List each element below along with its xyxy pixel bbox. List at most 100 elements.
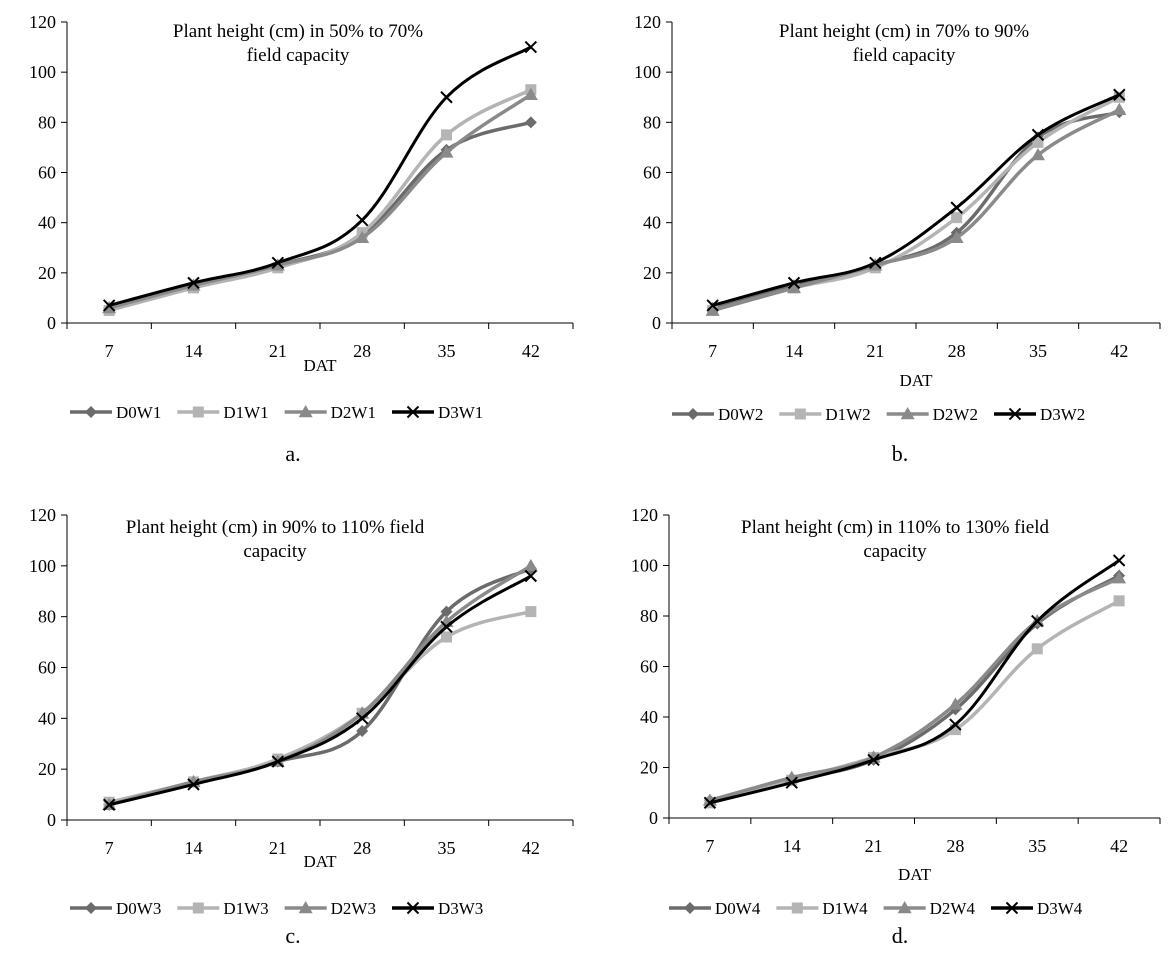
y-tick-label-c-3: 60 <box>38 658 56 678</box>
series-line-D0W2 <box>712 110 1120 310</box>
legend-swatch-marker-D3W3 <box>406 901 420 915</box>
legend-label-D2W4: D2W4 <box>930 899 976 918</box>
series-line-D1W3 <box>108 609 532 804</box>
y-tick-label-d-2: 40 <box>640 707 658 727</box>
legend-label-D3W3: D3W3 <box>438 899 483 918</box>
point-D3W2-3 <box>950 201 963 214</box>
legend-swatch-marker-D1W2 <box>794 408 806 420</box>
point-D1W4-5 <box>1113 595 1125 607</box>
x-axis-title-b: DAT <box>899 371 933 390</box>
point-D3W1-4 <box>440 91 453 104</box>
legend-item-D3W1: D3W1 <box>391 403 483 422</box>
x-tick-label-d-0: 7 <box>705 836 714 856</box>
legend-label-D1W3: D1W3 <box>223 899 268 918</box>
point-D2W2-4 <box>1031 147 1045 161</box>
x-tick-label-d-4: 35 <box>1028 836 1046 856</box>
y-tick-label-a-2: 40 <box>38 213 56 233</box>
x-tick-label-d-2: 21 <box>865 836 883 856</box>
chart-title-line-a-0: Plant height (cm) in 50% to 70% <box>173 21 423 42</box>
series-line-D3W4 <box>709 559 1120 805</box>
y-tick-label-a-0: 0 <box>47 313 56 333</box>
legend-swatch-marker-D3W1 <box>406 405 420 419</box>
point-D3W2-2 <box>869 256 882 270</box>
legend-swatch-marker-D1W3 <box>192 902 204 914</box>
y-tick-label-b-3: 60 <box>643 163 661 183</box>
x-tick-label-b-5: 42 <box>1110 341 1128 361</box>
legend-swatch-marker-D0W3 <box>85 902 97 914</box>
point-D3W2-5 <box>1113 88 1126 101</box>
panel-caption-a: a. <box>285 441 300 466</box>
series-D3W3 <box>102 569 538 811</box>
chart-title-line-c-1: capacity <box>243 541 307 562</box>
series-line-D2W4 <box>709 576 1120 803</box>
point-D3W3-0 <box>102 798 116 811</box>
legend-label-D1W1: D1W1 <box>223 403 268 422</box>
point-D3W1-0 <box>102 299 116 312</box>
y-tick-label-c-4: 80 <box>38 607 56 627</box>
y-tick-label-a-4: 80 <box>38 112 56 132</box>
point-D2W2-5 <box>1112 102 1127 116</box>
x-tick-label-a-0: 7 <box>105 341 114 361</box>
x-tick-label-a-4: 35 <box>438 341 456 361</box>
legend-label-D0W2: D0W2 <box>718 405 763 424</box>
legend-item-D1W3: D1W3 <box>177 899 269 918</box>
y-tick-label-b-5: 100 <box>634 62 661 82</box>
legend-label-D3W4: D3W4 <box>1037 899 1083 918</box>
series-D0W3 <box>103 562 537 811</box>
legend-label-D2W2: D2W2 <box>933 405 978 424</box>
chart-title-line-d-0: Plant height (cm) in 110% to 130% field <box>741 517 1049 538</box>
legend-label-D2W1: D2W1 <box>331 403 376 422</box>
y-tick-label-b-6: 120 <box>634 12 661 32</box>
legend-swatch-marker-D0W2 <box>687 408 699 420</box>
series-D2W2 <box>705 102 1127 316</box>
series-D1W4 <box>704 595 1125 809</box>
legend-item-D3W4: D3W4 <box>990 899 1083 918</box>
x-axis-title-a: DAT <box>303 356 337 375</box>
chart-panel-a: 0 20 40 60 80 100 120 7 14 21 28 35 42 DAT Plant heigh… <box>0 0 586 478</box>
series-line-D2W1 <box>108 93 532 310</box>
legend-item-D3W2: D3W2 <box>993 405 1085 424</box>
panel-caption-b: b. <box>892 441 909 466</box>
legend-item-D1W4: D1W4 <box>776 899 868 918</box>
series-D2W3 <box>102 558 538 810</box>
series-line-D3W1 <box>108 45 532 307</box>
series-line-D1W2 <box>712 95 1121 313</box>
point-D3W3-4 <box>440 620 453 634</box>
point-D1W4-4 <box>1031 643 1043 655</box>
legend-label-D0W3: D0W3 <box>116 899 161 918</box>
legend-item-D2W2: D2W2 <box>886 405 978 424</box>
legend-label-D1W2: D1W2 <box>825 405 870 424</box>
legend-item-D1W2: D1W2 <box>779 405 871 424</box>
chart-svg-a: 0 20 40 60 80 100 120 7 14 21 28 35 42 DAT Plant heigh… <box>29 12 574 466</box>
y-tick-label-c-0: 0 <box>47 810 56 830</box>
y-tick-label-c-2: 40 <box>38 708 56 728</box>
series-D2W1 <box>102 87 538 314</box>
point-D3W3-1 <box>187 778 200 791</box>
y-tick-label-c-1: 20 <box>38 759 56 779</box>
y-tick-label-a-6: 120 <box>29 12 56 32</box>
point-D3W4-0 <box>703 796 717 810</box>
y-tick-label-b-2: 40 <box>643 213 661 233</box>
series-D3W2 <box>706 88 1126 312</box>
legend-c: D0W3 D1W3 D2W3 D3W3 <box>70 899 483 918</box>
point-D0W3-3 <box>356 725 369 738</box>
legend-a: D0W1 D1W1 D2W1 D3W1 <box>70 403 483 422</box>
point-D1W3-4 <box>441 631 452 643</box>
chart-panel-b: 0 20 40 60 80 100 120 7 14 21 28 35 42 DAT Plant heigh… <box>586 0 1172 478</box>
chart-svg-d: 0 20 40 60 80 100 120 7 14 21 28 35 42 DAT Plant heigh… <box>631 505 1161 948</box>
x-tick-label-a-2: 21 <box>269 341 287 361</box>
x-tick-label-c-5: 42 <box>522 838 540 858</box>
legend-item-D1W1: D1W1 <box>177 403 269 422</box>
legend-item-D2W1: D2W1 <box>284 403 376 422</box>
point-D3W1-3 <box>355 213 369 227</box>
point-D1W2-5 <box>1113 91 1125 103</box>
x-tick-label-c-0: 7 <box>105 838 114 858</box>
x-tick-label-b-3: 28 <box>948 341 966 361</box>
legend-swatch-marker-D3W2 <box>1008 407 1022 421</box>
x-tick-label-b-1: 14 <box>785 341 803 361</box>
point-D3W4-2 <box>867 753 880 767</box>
point-D3W3-3 <box>355 712 369 725</box>
point-D3W3-5 <box>524 569 538 583</box>
series-D3W1 <box>102 40 538 312</box>
x-tick-label-b-2: 21 <box>866 341 884 361</box>
